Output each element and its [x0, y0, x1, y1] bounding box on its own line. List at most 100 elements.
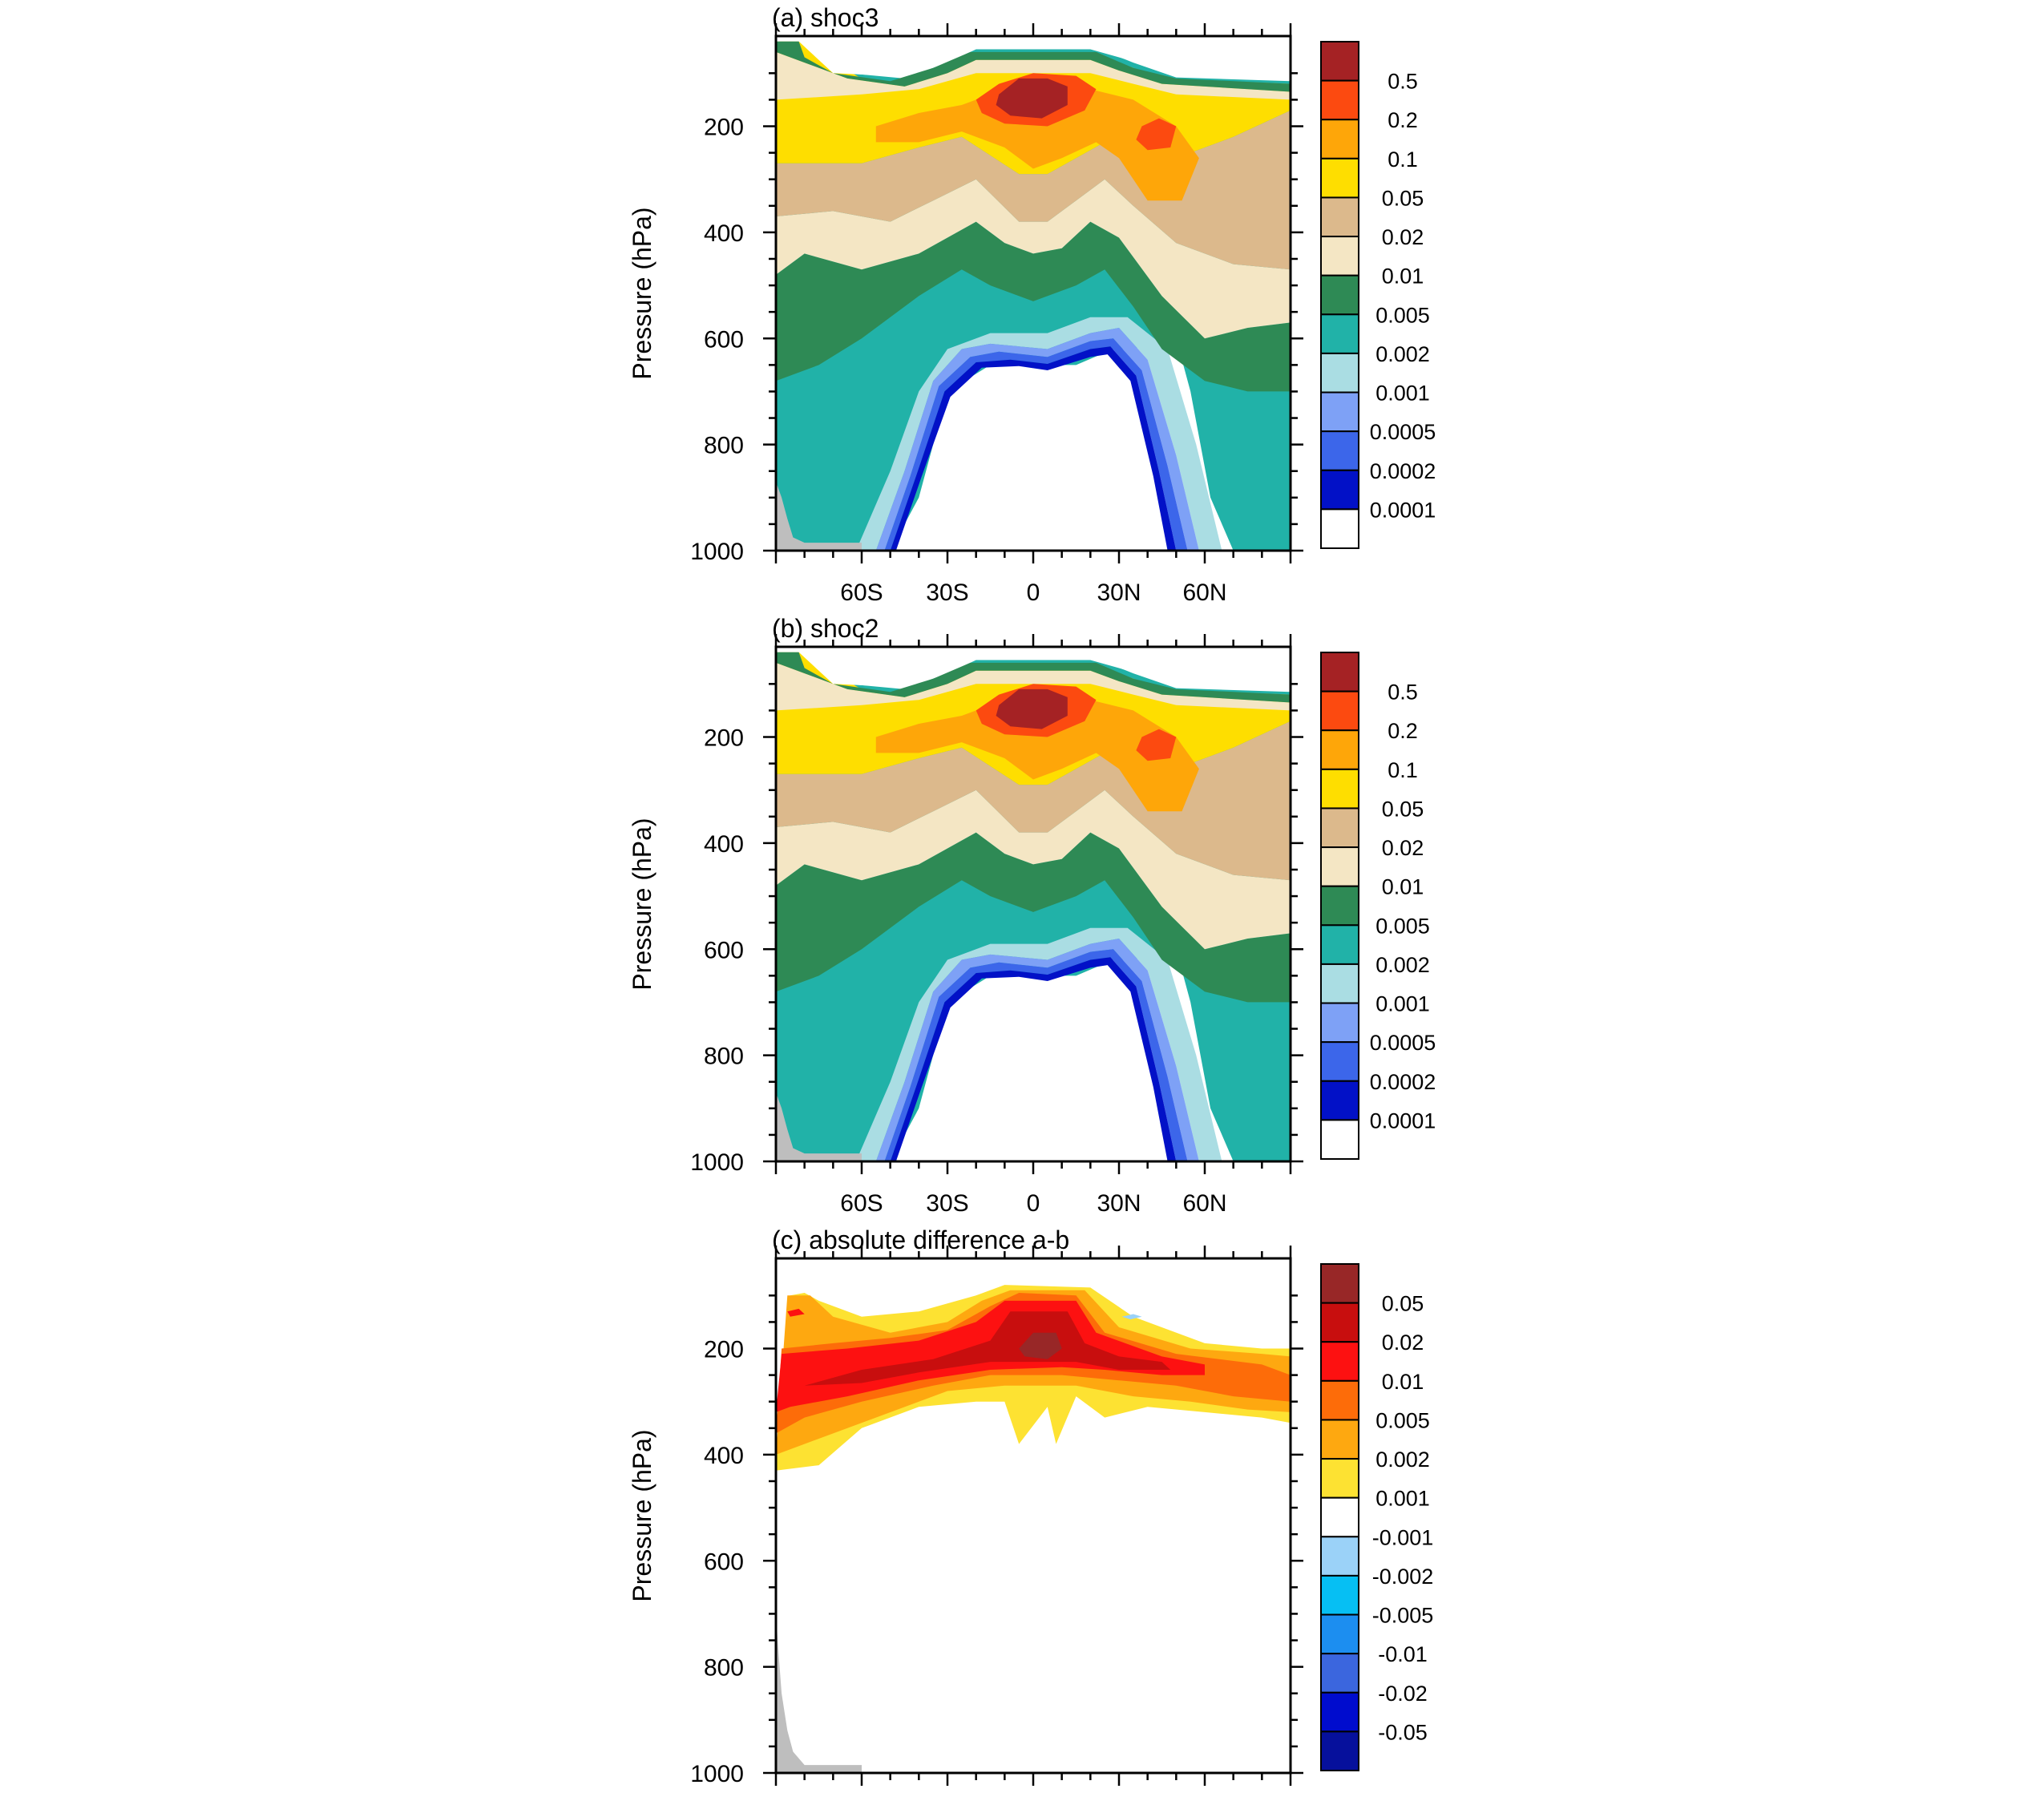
y-tick-label: 200	[704, 115, 744, 141]
x-tick-label: 30S	[926, 1802, 968, 1805]
colorbar-label: 0.0001	[1370, 1108, 1436, 1133]
terrain	[776, 1613, 862, 1773]
contour-field	[776, 1285, 1291, 1773]
y-tick-label: 400	[704, 220, 744, 247]
panel-a: 200 400 600 800 1000 60S 30S 0 30N 60N (a) shoc3 Pr…	[628, 3, 1436, 606]
region-0.5	[996, 688, 1068, 729]
x-tick-label: 0	[1027, 1190, 1040, 1217]
colorbar-label: 0.005	[1375, 1408, 1430, 1432]
contour-field	[776, 647, 1291, 1161]
terrain	[776, 482, 862, 551]
colorbar-box	[1320, 768, 1359, 810]
colorbar-box	[1320, 508, 1359, 550]
y-tick-label: 800	[704, 1044, 744, 1070]
panel-title: (a) shoc3	[772, 3, 879, 32]
colorbar-label: 0.001	[1375, 992, 1430, 1016]
x-tick-label: 0	[1027, 579, 1040, 606]
y-tick-label: 600	[704, 937, 744, 963]
colorbar-label: -0.001	[1372, 1525, 1434, 1549]
y-axis: 200 400 600 800 1000	[690, 683, 1303, 1176]
colorbar-label: 0.5	[1388, 680, 1418, 705]
region-0.005	[776, 832, 1291, 1003]
colorbar-label: 0.05	[1382, 186, 1424, 210]
colorbar-label: 0.1	[1388, 147, 1418, 172]
region-top-0.01	[776, 662, 1291, 711]
colorbar-label: 0.01	[1382, 875, 1424, 899]
y-tick-label: 400	[704, 1443, 744, 1469]
y-axis: 200 400 600 800 1000	[690, 1294, 1303, 1787]
colorbar-label: 0.005	[1375, 303, 1430, 327]
y-tick-label: 800	[704, 433, 744, 459]
colorbar-box	[1320, 119, 1359, 160]
colorbar: 0.5 0.2 0.1 0.05 0.02 0.01 0.005 0.002 0.001 0.00…	[1320, 41, 1436, 550]
y-axis: 200 400 600 800 1000	[690, 72, 1303, 565]
region-white-top	[776, 36, 1291, 82]
x-axis: 60S 30S 0 30N 60N	[774, 634, 1292, 1217]
colorbar-label: 0.02	[1382, 836, 1424, 860]
x-tick-label: 60S	[840, 579, 883, 606]
region-neg-0.001	[1121, 1314, 1142, 1320]
x-tick-label: 60N	[1182, 1802, 1226, 1805]
colorbar-label: 0.002	[1375, 1448, 1430, 1472]
region-0.05	[1019, 1332, 1062, 1359]
colorbar-label: 0.0002	[1370, 1070, 1436, 1094]
y-tick-label: 400	[704, 831, 744, 858]
colorbar-box	[1320, 1263, 1359, 1304]
colorbar-label: 0.1	[1388, 758, 1418, 782]
colorbar-box	[1320, 352, 1359, 394]
colorbar-box	[1320, 807, 1359, 849]
colorbar-box	[1320, 1613, 1359, 1655]
colorbar-label: 0.0001	[1370, 498, 1436, 522]
colorbar-label: -0.005	[1372, 1604, 1434, 1628]
colorbar-box	[1320, 1002, 1359, 1044]
colorbar-box	[1320, 1496, 1359, 1538]
colorbar-box	[1320, 1041, 1359, 1082]
colorbar-box	[1320, 885, 1359, 927]
y-tick-label: 200	[704, 725, 744, 752]
region-top-0.005	[776, 41, 1291, 92]
colorbar-box	[1320, 690, 1359, 732]
y-axis-label: Pressure (hPa)	[628, 818, 656, 990]
region-0.02	[804, 1311, 1171, 1386]
colorbar-label: -0.002	[1372, 1565, 1434, 1589]
x-tick-label: 30S	[926, 579, 968, 606]
colorbar-label: 0.001	[1375, 1487, 1430, 1511]
region-0.01-small	[787, 1308, 805, 1317]
region-0.01	[776, 789, 1291, 950]
colorbar-label: 0.002	[1375, 953, 1430, 977]
x-tick-label: 30S	[926, 1190, 968, 1217]
y-axis-label: Pressure (hPa)	[628, 207, 656, 379]
colorbar-box	[1320, 1341, 1359, 1382]
colorbar-box	[1320, 469, 1359, 511]
colorbar-box	[1320, 41, 1359, 82]
y-tick-label: 1000	[690, 1149, 744, 1176]
colorbar-label: 0.5	[1388, 70, 1418, 94]
colorbar-label: 0.001	[1375, 382, 1430, 406]
x-axis: 60S 30S 0 30N 60N	[774, 1246, 1292, 1805]
x-tick-label: 60S	[840, 1802, 883, 1805]
colorbar-label: 0.2	[1388, 108, 1418, 132]
colorbar-label: 0.05	[1382, 797, 1424, 821]
colorbar-box	[1320, 79, 1359, 121]
region-top-0.01	[776, 51, 1291, 100]
region-0.01	[776, 179, 1291, 339]
colorbar-box	[1320, 274, 1359, 316]
colorbar: 0.05 0.02 0.01 0.005 0.002 0.001 -0.001 -0.002 -…	[1320, 1263, 1434, 1771]
colorbar-box	[1320, 236, 1359, 277]
y-axis-label: Pressure (hPa)	[628, 1429, 656, 1601]
colorbar-label: -0.01	[1378, 1642, 1428, 1666]
colorbar-box	[1320, 1691, 1359, 1733]
y-tick-label: 200	[704, 1337, 744, 1363]
colorbar-label: 0.005	[1375, 914, 1430, 938]
region-0.1	[875, 694, 1199, 812]
region-0.02	[776, 110, 1291, 270]
colorbar-label: 0.002	[1375, 342, 1430, 366]
x-tick-label: 60N	[1182, 579, 1226, 606]
y-tick-label: 1000	[690, 1761, 744, 1787]
y-tick-label: 600	[704, 326, 744, 353]
colorbar-label: 0.02	[1382, 225, 1424, 249]
colorbar: 0.5 0.2 0.1 0.05 0.02 0.01 0.005 0.002 0.001 0.00…	[1320, 652, 1436, 1161]
panel-c: 200 400 600 800 1000 60S 30S 0 30N 60N (c) absolut…	[628, 1226, 1433, 1805]
terrain	[776, 1092, 862, 1161]
colorbar-box	[1320, 1379, 1359, 1421]
